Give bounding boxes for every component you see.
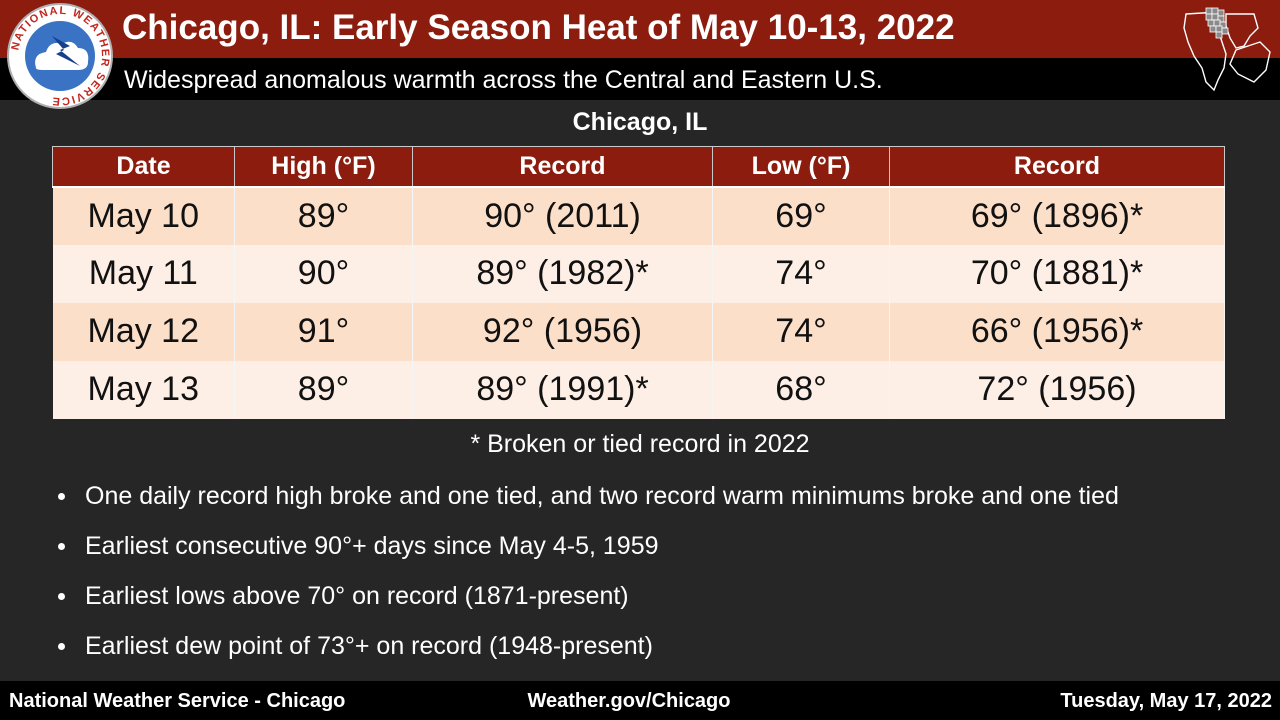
table-heading: Chicago, IL xyxy=(572,108,708,136)
records-table: Date High (°F) Record Low (°F) Record Ma… xyxy=(52,146,1225,419)
list-item-text: Earliest dew point of 73°+ on record (19… xyxy=(85,632,653,660)
cell-high-record: 90° (2011) xyxy=(412,186,713,245)
page-title: Chicago, IL: Early Season Heat of May 10… xyxy=(122,8,955,47)
cell-date: May 12 xyxy=(52,302,235,361)
nws-logo-icon: NATIONAL WEATHER SERVICE xyxy=(7,3,113,109)
bullet-dot-icon xyxy=(58,593,65,600)
cell-high: 89° xyxy=(234,186,413,245)
list-item-text: Earliest consecutive 90°+ days since May… xyxy=(85,532,659,560)
table-row: May 12 91° 92° (1956) 74° 66° (1956)* xyxy=(52,302,1225,361)
column-header-high: High (°F) xyxy=(234,146,413,188)
page-subtitle: Widespread anomalous warmth across the C… xyxy=(124,66,883,94)
cell-low: 74° xyxy=(712,244,890,303)
list-item-text: Earliest lows above 70° on record (1871-… xyxy=(85,582,629,610)
column-header-date: Date xyxy=(52,146,235,188)
illinois-region-map-icon xyxy=(1183,7,1271,92)
footer-office: National Weather Service - Chicago xyxy=(9,690,346,712)
cell-date: May 11 xyxy=(52,244,235,303)
cell-low-record: 69° (1896)* xyxy=(889,186,1225,245)
table-row: May 11 90° 89° (1982)* 74° 70° (1881)* xyxy=(52,244,1225,303)
subtitle-bar xyxy=(0,58,1280,100)
footer-website: Weather.gov/Chicago xyxy=(527,690,731,712)
cell-high-record: 92° (1956) xyxy=(412,302,713,361)
cell-high: 91° xyxy=(234,302,413,361)
column-header-low: Low (°F) xyxy=(712,146,890,188)
footer-date: Tuesday, May 17, 2022 xyxy=(1060,690,1272,712)
list-item-text: One daily record high broke and one tied… xyxy=(85,482,1119,510)
cell-high-record: 89° (1991)* xyxy=(412,360,713,419)
list-item: Earliest consecutive 90°+ days since May… xyxy=(58,531,1119,581)
column-header-low-record: Record xyxy=(889,146,1225,188)
cell-low: 74° xyxy=(712,302,890,361)
cell-low-record: 70° (1881)* xyxy=(889,244,1225,303)
list-item: Earliest lows above 70° on record (1871-… xyxy=(58,581,1119,631)
cell-high-record: 89° (1982)* xyxy=(412,244,713,303)
bullet-dot-icon xyxy=(58,543,65,550)
table-header-row: Date High (°F) Record Low (°F) Record xyxy=(52,146,1225,188)
column-header-high-record: Record xyxy=(412,146,713,188)
list-item: One daily record high broke and one tied… xyxy=(58,481,1119,531)
cell-low: 68° xyxy=(712,360,890,419)
record-footnote: * Broken or tied record in 2022 xyxy=(470,430,810,458)
title-bar xyxy=(0,0,1280,58)
cell-low: 69° xyxy=(712,186,890,245)
cell-high: 90° xyxy=(234,244,413,303)
bullet-dot-icon xyxy=(58,643,65,650)
cell-date: May 10 xyxy=(52,186,235,245)
table-row: May 13 89° 89° (1991)* 68° 72° (1956) xyxy=(52,360,1225,419)
cell-low-record: 72° (1956) xyxy=(889,360,1225,419)
table-row: May 10 89° 90° (2011) 69° 69° (1896)* xyxy=(52,186,1225,245)
highlights-list: One daily record high broke and one tied… xyxy=(58,481,1119,681)
list-item: Earliest dew point of 73°+ on record (19… xyxy=(58,631,1119,681)
cell-low-record: 66° (1956)* xyxy=(889,302,1225,361)
cell-date: May 13 xyxy=(52,360,235,419)
footer-bar: National Weather Service - Chicago Weath… xyxy=(0,681,1280,720)
cell-high: 89° xyxy=(234,360,413,419)
bullet-dot-icon xyxy=(58,493,65,500)
